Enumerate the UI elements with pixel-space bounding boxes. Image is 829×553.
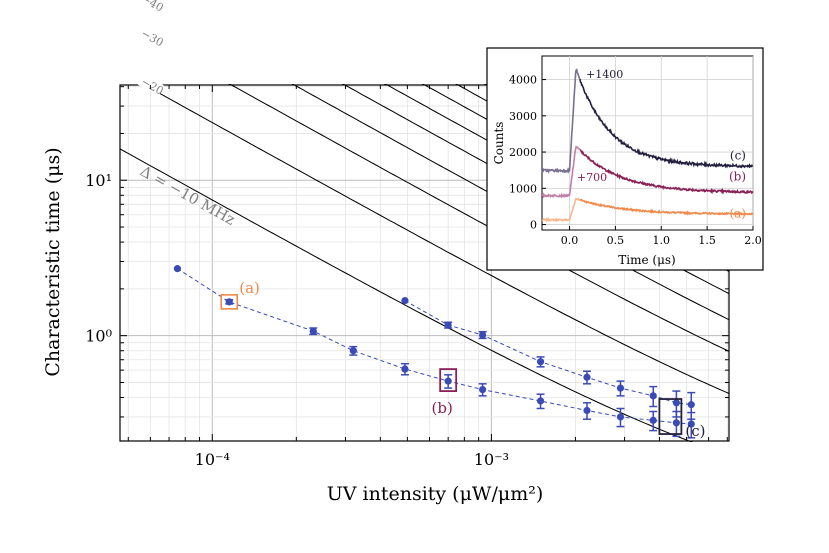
curve-label-bg — [137, 74, 165, 97]
main-gridlines — [120, 85, 729, 441]
inset-x-axis-label: Time (μs) — [618, 253, 675, 267]
inset-label-b: (b) — [729, 169, 746, 183]
inset-traces — [541, 68, 754, 223]
highlight-box-a — [220, 294, 239, 310]
y-tick-label: 10¹ — [85, 171, 112, 190]
curve-label-bg — [137, 25, 165, 48]
data-point — [401, 365, 409, 373]
data-point — [687, 401, 695, 409]
data-point — [649, 416, 657, 424]
data-point — [536, 358, 545, 366]
inset-offset-label-b: +700 — [577, 171, 607, 184]
inset-trace-rise — [541, 145, 581, 199]
highlight-box-c — [658, 398, 683, 435]
data-point — [309, 327, 317, 335]
inset-x-tick-label: 1.0 — [653, 234, 671, 247]
inset-chart: (a) (b) (c) +700 +1400 0.0 0.5 1.0 1.5 2.0 0 1000 2… — [486, 47, 764, 271]
inset-offset-label-c: +1400 — [586, 68, 623, 81]
inset-x-tick-label: 2.0 — [744, 234, 762, 247]
data-point — [444, 377, 452, 385]
inset-trace-decay — [579, 198, 754, 216]
inset-y-axis-label: Counts — [492, 122, 506, 165]
annotation-label-a: (a) — [239, 279, 260, 297]
inset-y-tick-label: 0 — [530, 219, 537, 232]
data-point — [225, 298, 233, 306]
inset-ticks: 0.0 0.5 1.0 1.5 2.0 0 1000 2000 3000 4000 — [509, 74, 762, 247]
data-point — [401, 297, 409, 305]
inset-trace-decay — [579, 78, 753, 169]
x-tick-label: 10⁻³ — [474, 450, 509, 469]
data-point — [479, 331, 487, 339]
data-point — [349, 347, 357, 355]
highlight-box-b — [439, 368, 458, 393]
inset-y-tick-label: 3000 — [509, 110, 537, 123]
data-point — [687, 420, 695, 428]
inset-x-tick-label: 1.5 — [698, 234, 716, 247]
data-point — [616, 384, 625, 392]
inset-y-tick-label: 2000 — [509, 146, 537, 159]
data-point — [479, 385, 487, 394]
annotations: (a) (b) (c) — [220, 279, 705, 440]
data-point — [173, 265, 182, 273]
curve-label-bg — [137, 0, 165, 14]
main-y-axis-label: Characteristic time (μs) — [42, 147, 64, 376]
x-tick-label: 10⁻⁴ — [195, 450, 230, 469]
data-point — [444, 321, 452, 329]
inset-gridlines — [542, 56, 754, 230]
data-point — [649, 392, 657, 400]
model-curve — [120, 82, 730, 394]
clip-mask-bottom — [119, 442, 730, 462]
inset-x-tick-label: 0.0 — [561, 234, 579, 247]
annotation-label-b: (b) — [432, 399, 453, 417]
annotation-label-c: (c) — [685, 422, 705, 440]
inset-trace-rise — [541, 68, 581, 174]
main-x-axis-label: UV intensity (μW/μm²) — [327, 483, 544, 505]
inset-annotations: (a) (b) (c) +700 +1400 — [577, 68, 746, 221]
data-point — [583, 406, 591, 415]
data-point — [616, 413, 625, 421]
measured-series — [173, 265, 696, 439]
inset-trace-decay — [579, 149, 754, 195]
inset-x-tick-label: 0.5 — [607, 234, 625, 247]
inset-y-tick-label: 1000 — [509, 182, 537, 195]
inset-y-tick-label: 4000 — [509, 74, 537, 87]
model-curve — [119, 148, 729, 444]
y-tick-label: 10⁰ — [85, 327, 112, 346]
data-point — [672, 419, 680, 427]
inset-label-a: (a) — [729, 207, 746, 221]
inset-trace-rise — [541, 197, 581, 223]
inset-background — [486, 47, 764, 271]
data-point — [583, 373, 591, 381]
data-point — [672, 399, 680, 407]
data-point — [536, 397, 545, 405]
inset-label-c: (c) — [730, 149, 746, 163]
